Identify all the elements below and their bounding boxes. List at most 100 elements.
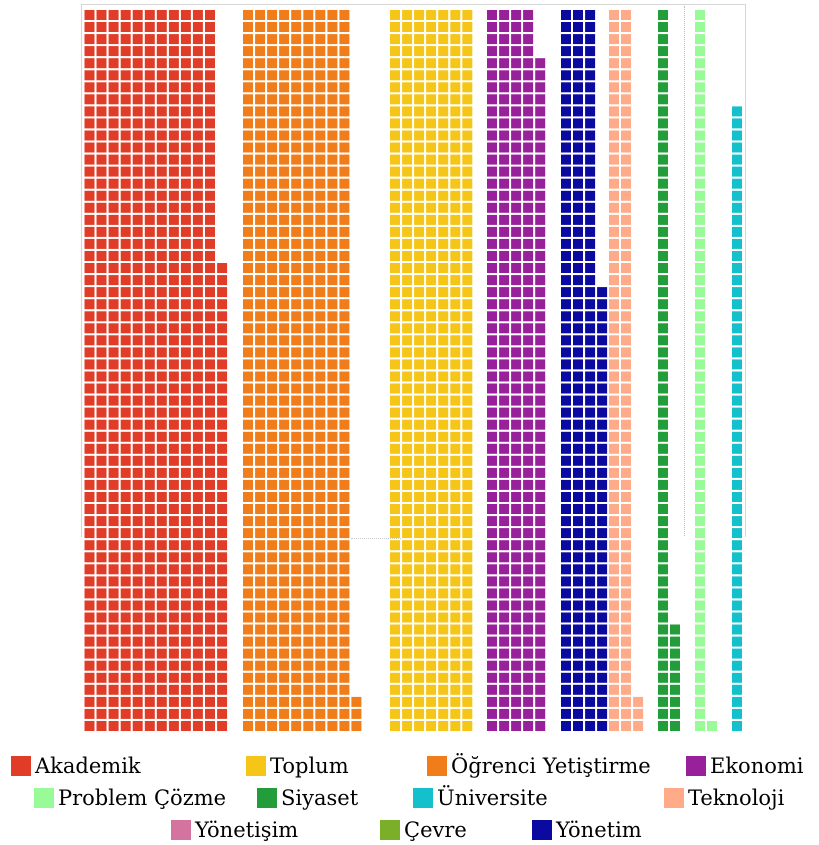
waffle-cell [621, 287, 631, 298]
waffle-cell [523, 178, 534, 189]
waffle-cell [511, 588, 522, 599]
waffle-cell [585, 214, 596, 225]
waffle-cell [402, 540, 413, 551]
waffle-cell [597, 407, 608, 418]
waffle-cell [108, 383, 119, 394]
waffle-cell [658, 419, 668, 430]
waffle-cell [168, 600, 179, 611]
waffle-cell [499, 648, 510, 659]
waffle-cell [315, 10, 326, 20]
waffle-cell [426, 335, 437, 346]
waffle-cell [487, 106, 497, 117]
waffle-cell [573, 251, 583, 261]
waffle-cell [523, 22, 534, 32]
waffle-cell [279, 214, 290, 225]
waffle-cell [597, 431, 608, 442]
waffle-cell [438, 299, 449, 310]
waffle-cell [561, 130, 571, 141]
waffle-cell [695, 648, 705, 659]
waffle-cell [462, 540, 473, 551]
waffle-cell [561, 672, 571, 683]
waffle-cell [291, 371, 302, 382]
waffle-cell [535, 528, 546, 539]
waffle-cell [695, 612, 705, 623]
waffle-cell [327, 154, 338, 165]
waffle-cell [108, 190, 119, 201]
waffle-cell [450, 70, 461, 81]
waffle-cell [327, 588, 338, 599]
waffle-cell [414, 540, 425, 551]
waffle-cell [609, 34, 619, 45]
waffle-cell [132, 516, 143, 527]
waffle-groups [84, 10, 742, 731]
waffle-cell [573, 395, 583, 406]
waffle-cell [573, 624, 583, 635]
waffle-cell [279, 323, 290, 334]
waffle-cell [132, 492, 143, 502]
waffle-cell [108, 70, 119, 81]
waffle-cell [255, 636, 266, 647]
plot-divider [684, 6, 685, 536]
waffle-cell [597, 672, 608, 683]
waffle-cell [695, 479, 705, 490]
waffle-cell [450, 142, 461, 153]
waffle-cell [279, 648, 290, 659]
waffle-cell [84, 46, 95, 57]
waffle-cell [243, 455, 253, 466]
waffle-cell [561, 166, 571, 177]
waffle-cell [695, 672, 705, 683]
waffle-cell [573, 58, 583, 69]
waffle-cell [621, 106, 631, 117]
waffle-cell [291, 275, 302, 286]
waffle-cell [585, 564, 596, 575]
waffle-cell [120, 226, 131, 237]
waffle-cell [339, 190, 350, 201]
waffle-cell [156, 588, 167, 599]
waffle-cell [597, 721, 608, 731]
waffle-cell [585, 238, 596, 249]
waffle-cell [621, 34, 631, 45]
waffle-cell [511, 431, 522, 442]
waffle-cell [120, 82, 131, 93]
waffle-cell [450, 166, 461, 177]
waffle-cell [132, 564, 143, 575]
waffle-cell [192, 58, 203, 69]
waffle-cell [561, 142, 571, 153]
waffle-cell [291, 359, 302, 370]
waffle-cell [438, 190, 449, 201]
waffle-cell [414, 684, 425, 695]
waffle-cell [621, 684, 631, 695]
waffle-cell [327, 407, 338, 418]
waffle-cell [658, 46, 668, 57]
waffle-cell [217, 708, 228, 719]
waffle-cell [192, 118, 203, 129]
waffle-cell [390, 528, 400, 539]
waffle-cell [96, 142, 107, 153]
waffle-cell [192, 612, 203, 623]
waffle-cell [438, 721, 449, 731]
waffle-cell [315, 82, 326, 93]
waffle-cell [291, 130, 302, 141]
waffle-cell [621, 395, 631, 406]
waffle-cell [327, 311, 338, 322]
waffle-cell [315, 226, 326, 237]
waffle-cell [303, 443, 314, 454]
waffle-cell [658, 130, 668, 141]
waffle-cell [217, 275, 228, 286]
waffle-cell [414, 323, 425, 334]
waffle-cell [144, 684, 155, 695]
legend-label: Problem Çözme [58, 786, 227, 810]
waffle-cell [192, 540, 203, 551]
waffle-cell [585, 672, 596, 683]
waffle-cell [96, 660, 107, 671]
waffle-cell [511, 516, 522, 527]
waffle-cell [438, 251, 449, 261]
waffle-cell [438, 106, 449, 117]
waffle-cell [303, 154, 314, 165]
waffle-cell [168, 347, 179, 358]
waffle-cell [108, 10, 119, 20]
waffle-cell [499, 202, 510, 213]
waffle-cell [535, 600, 546, 611]
waffle-cell [96, 299, 107, 310]
waffle-cell [144, 34, 155, 45]
